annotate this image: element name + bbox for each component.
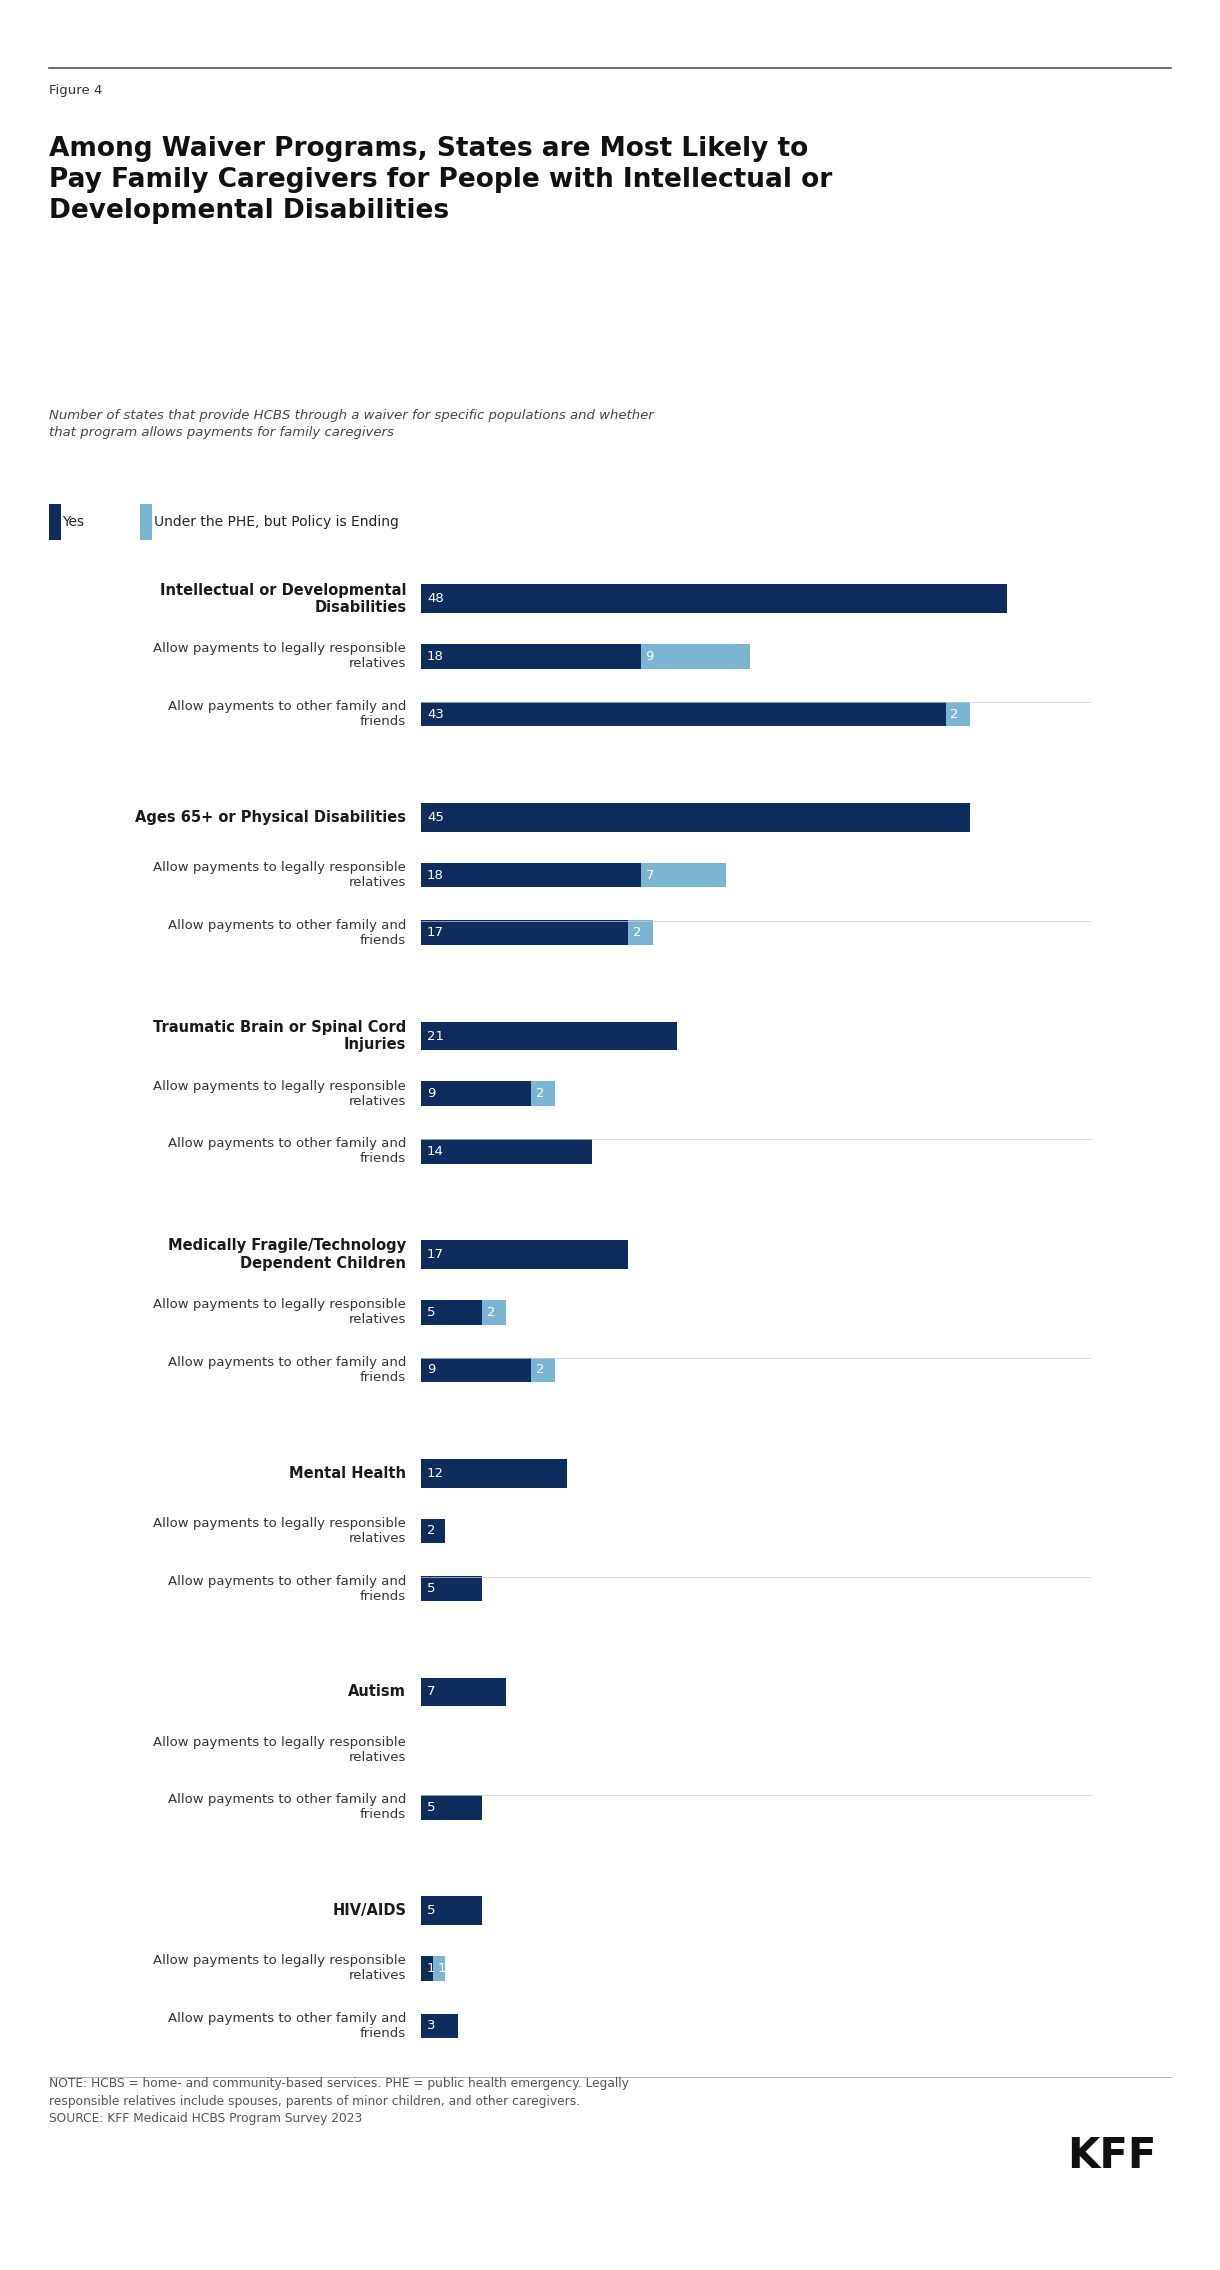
Bar	[421, 1081, 531, 1105]
Text: 21: 21	[427, 1031, 444, 1042]
Bar	[421, 701, 946, 726]
Text: Allow payments to legally responsible
relatives: Allow payments to legally responsible re…	[154, 1298, 406, 1326]
Bar	[421, 2013, 458, 2038]
Text: Yes: Yes	[62, 515, 84, 529]
Text: Traumatic Brain or Spinal Cord
Injuries: Traumatic Brain or Spinal Cord Injuries	[152, 1019, 406, 1053]
Bar	[421, 1519, 445, 1544]
Text: 2: 2	[633, 926, 642, 940]
Text: 45: 45	[427, 810, 444, 824]
Text: 1: 1	[438, 1961, 447, 1975]
Bar	[421, 1895, 482, 1925]
Text: Mental Health: Mental Health	[289, 1466, 406, 1480]
Text: Allow payments to other family and
friends: Allow payments to other family and frien…	[168, 1355, 406, 1385]
Bar	[433, 1957, 445, 1982]
Text: Under the PHE, but Policy is Ending: Under the PHE, but Policy is Ending	[154, 515, 399, 529]
Text: 43: 43	[427, 708, 444, 720]
Text: 18: 18	[427, 869, 444, 881]
Bar	[421, 919, 628, 944]
Bar	[628, 919, 653, 944]
Bar	[421, 1140, 592, 1165]
Text: 2: 2	[487, 1305, 495, 1319]
Text: 7: 7	[645, 869, 654, 881]
Text: Allow payments to legally responsible
relatives: Allow payments to legally responsible re…	[154, 1081, 406, 1108]
Text: 5: 5	[427, 1305, 436, 1319]
Text: 48: 48	[427, 592, 444, 606]
Text: 12: 12	[427, 1466, 444, 1480]
Bar	[531, 1357, 555, 1382]
Text: Allow payments to other family and
friends: Allow payments to other family and frien…	[168, 1137, 406, 1165]
Bar	[421, 1957, 433, 1982]
Text: KFF: KFF	[1068, 2134, 1157, 2177]
Bar	[421, 1022, 677, 1051]
Bar	[421, 645, 640, 670]
Bar	[482, 1301, 506, 1326]
Bar	[421, 1678, 506, 1707]
Bar	[421, 1301, 482, 1326]
Text: Medically Fragile/Technology
Dependent Children: Medically Fragile/Technology Dependent C…	[168, 1239, 406, 1271]
Text: 1: 1	[427, 1961, 436, 1975]
Text: 5: 5	[427, 1905, 436, 1918]
Text: 2: 2	[427, 1525, 436, 1537]
Text: NOTE: HCBS = home- and community-based services. PHE = public health emergency. : NOTE: HCBS = home- and community-based s…	[49, 2077, 628, 2125]
Text: 14: 14	[427, 1144, 444, 1158]
Text: Allow payments to legally responsible
relatives: Allow payments to legally responsible re…	[154, 860, 406, 890]
Text: HIV/AIDS: HIV/AIDS	[332, 1902, 406, 1918]
Text: Allow payments to other family and
friends: Allow payments to other family and frien…	[168, 1793, 406, 1821]
Bar	[421, 583, 1006, 613]
Text: Allow payments to legally responsible
relatives: Allow payments to legally responsible re…	[154, 1516, 406, 1546]
Text: Allow payments to other family and
friends: Allow payments to other family and frien…	[168, 699, 406, 729]
Text: Autism: Autism	[349, 1684, 406, 1700]
Bar	[421, 863, 640, 888]
Text: Intellectual or Developmental
Disabilities: Intellectual or Developmental Disabiliti…	[160, 583, 406, 615]
Text: 17: 17	[427, 1248, 444, 1262]
Text: 18: 18	[427, 649, 444, 663]
Text: Allow payments to legally responsible
relatives: Allow payments to legally responsible re…	[154, 642, 406, 670]
Bar	[421, 1460, 567, 1487]
Text: Allow payments to other family and
friends: Allow payments to other family and frien…	[168, 1575, 406, 1603]
Bar	[421, 1357, 531, 1382]
Bar	[421, 804, 970, 831]
Text: Among Waiver Programs, States are Most Likely to
Pay Family Caregivers for Peopl: Among Waiver Programs, States are Most L…	[49, 136, 832, 225]
Bar	[421, 1575, 482, 1600]
Text: Ages 65+ or Physical Disabilities: Ages 65+ or Physical Disabilities	[135, 810, 406, 824]
Bar	[421, 1796, 482, 1821]
Text: 17: 17	[427, 926, 444, 940]
Text: 3: 3	[427, 2020, 436, 2032]
Text: 2: 2	[950, 708, 959, 720]
Text: 5: 5	[427, 1582, 436, 1596]
Bar	[531, 1081, 555, 1105]
Text: Allow payments to other family and
friends: Allow payments to other family and frien…	[168, 919, 406, 947]
Text: Figure 4: Figure 4	[49, 84, 102, 98]
Bar	[946, 701, 970, 726]
Bar	[421, 1239, 628, 1269]
Text: 5: 5	[427, 1800, 436, 1814]
Text: Number of states that provide HCBS through a waiver for specific populations and: Number of states that provide HCBS throu…	[49, 409, 654, 438]
Text: 9: 9	[645, 649, 654, 663]
Bar	[640, 645, 750, 670]
Text: 2: 2	[536, 1087, 544, 1101]
Text: 9: 9	[427, 1364, 436, 1376]
Bar	[640, 863, 726, 888]
Text: 7: 7	[427, 1687, 436, 1698]
Text: 9: 9	[427, 1087, 436, 1101]
Text: 2: 2	[536, 1364, 544, 1376]
Text: Allow payments to legally responsible
relatives: Allow payments to legally responsible re…	[154, 1737, 406, 1764]
Text: Allow payments to legally responsible
relatives: Allow payments to legally responsible re…	[154, 1954, 406, 1982]
Text: Allow payments to other family and
friends: Allow payments to other family and frien…	[168, 2011, 406, 2041]
